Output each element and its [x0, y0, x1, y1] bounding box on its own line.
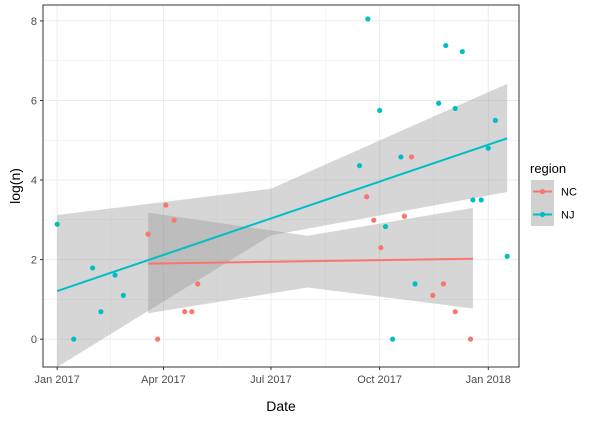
point-nj — [443, 42, 449, 49]
y-tick-label: 4 — [31, 175, 37, 187]
plot-border — [42, 4, 520, 368]
point-nj — [459, 48, 465, 55]
x-tick-label: Apr 2017 — [141, 374, 186, 386]
y-tick-label: 2 — [31, 255, 37, 267]
point-nc — [195, 281, 201, 287]
point-nj — [112, 272, 118, 278]
point-nj — [382, 223, 389, 230]
legend-key-point — [539, 211, 546, 218]
legend-key-nj — [531, 203, 554, 226]
point-nc — [378, 245, 384, 251]
point-nc — [408, 154, 415, 160]
trend-lines — [56, 137, 508, 292]
point-nj — [436, 100, 442, 106]
point-nj — [98, 309, 104, 315]
point-nc — [364, 194, 370, 200]
point-nc — [452, 309, 458, 315]
y-tick-label: 0 — [31, 334, 37, 346]
x-tick-label: Jan 2017 — [35, 374, 80, 386]
point-nc — [430, 292, 436, 298]
data-points — [54, 16, 510, 342]
point-nj — [365, 16, 371, 22]
point-nj — [54, 221, 60, 227]
point-nc — [182, 309, 188, 315]
point-nj — [470, 197, 476, 203]
point-nj — [120, 292, 126, 298]
point-nj — [478, 197, 484, 203]
point-nc — [171, 217, 177, 223]
x-tick-label: Jan 2018 — [466, 374, 511, 386]
point-nc — [163, 202, 169, 208]
x-tick-label: Jul 2017 — [250, 374, 292, 386]
trend-line-nj — [56, 137, 508, 292]
trend-line-nc — [148, 257, 473, 265]
y-tick-label: 8 — [31, 16, 37, 28]
point-nc — [401, 213, 408, 219]
legend-key-point — [539, 188, 546, 195]
point-nc — [467, 336, 474, 342]
plot-panel — [43, 5, 519, 367]
point-nj — [412, 281, 418, 287]
legend-label-nc: NC — [561, 187, 577, 199]
point-nc — [189, 309, 195, 315]
y-tick-label: 6 — [31, 95, 37, 107]
point-nj — [398, 154, 404, 160]
legend-key-nc — [531, 180, 554, 203]
point-nj — [485, 145, 491, 151]
x-axis: Jan 2017 Apr 2017 Jul 2017 Oct 2017 Jan 2018 — [35, 367, 511, 386]
point-nj — [356, 163, 363, 169]
point-nj — [90, 265, 96, 271]
point-nj — [492, 117, 498, 123]
point-nj — [390, 336, 396, 342]
legend-title: region — [530, 161, 566, 176]
legend-label-nj: NJ — [561, 210, 574, 222]
point-nc — [154, 336, 161, 342]
confidence-band-nj — [57, 83, 508, 367]
point-nj — [71, 336, 77, 342]
point-nc — [440, 281, 447, 287]
point-nj — [504, 253, 510, 260]
y-axis-title: log(n) — [7, 168, 23, 204]
x-tick-label: Oct 2017 — [357, 374, 402, 386]
point-nj — [452, 105, 458, 112]
point-nj — [377, 107, 383, 114]
x-axis-title: Date — [266, 398, 296, 414]
grid-minor — [43, 5, 519, 367]
legend: region NC NJ — [530, 161, 577, 226]
y-axis: 0 2 4 6 8 — [31, 16, 43, 346]
point-nc — [371, 217, 377, 223]
point-nc — [145, 231, 151, 237]
